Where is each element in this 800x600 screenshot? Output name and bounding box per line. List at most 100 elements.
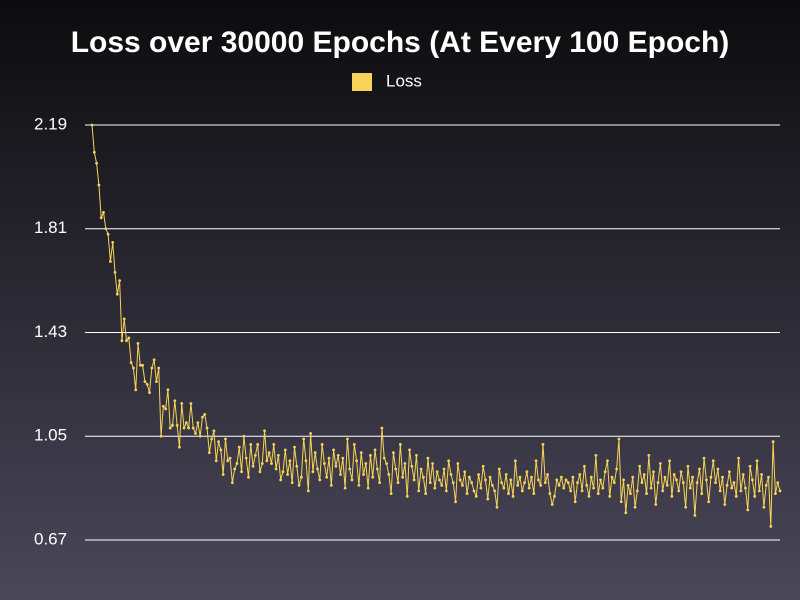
loss-point: [398, 443, 402, 446]
loss-point: [435, 470, 439, 474]
loss-point: [233, 467, 237, 471]
loss-point: [265, 459, 269, 463]
loss-point: [329, 483, 333, 487]
loss-point: [764, 483, 768, 487]
loss-point: [585, 483, 589, 487]
loss-point: [608, 494, 612, 498]
loss-point: [484, 478, 487, 482]
loss-point: [92, 150, 96, 154]
loss-point: [730, 486, 734, 490]
loss-point: [175, 423, 179, 427]
loss-point: [718, 489, 722, 493]
y-tick-label: 1.05: [34, 426, 67, 445]
chart-title: Loss over 30000 Epochs (At Every 100 Epo…: [71, 26, 730, 59]
loss-point: [757, 489, 761, 493]
loss-point: [652, 470, 655, 474]
loss-point: [640, 481, 644, 485]
loss-point: [739, 489, 743, 493]
loss-point: [221, 473, 225, 476]
loss-point: [649, 486, 653, 490]
loss-point: [187, 426, 191, 430]
loss-point: [203, 413, 207, 416]
loss-point: [525, 470, 529, 474]
loss-point: [394, 467, 398, 471]
loss-point: [270, 462, 273, 465]
loss-point: [219, 448, 223, 452]
loss-point: [378, 481, 382, 485]
loss-point: [562, 486, 566, 490]
loss-point: [375, 467, 379, 471]
loss-point: [97, 183, 101, 187]
loss-point: [771, 440, 775, 444]
loss-point: [732, 481, 736, 485]
loss-point: [511, 494, 515, 498]
loss-point: [576, 481, 579, 485]
y-tick-label: 0.67: [34, 529, 67, 548]
loss-point: [106, 232, 110, 236]
loss-point: [442, 467, 446, 471]
loss-point: [237, 445, 241, 449]
loss-point: [520, 489, 524, 493]
loss-point: [311, 470, 315, 474]
loss-point: [417, 489, 421, 493]
loss-point: [737, 456, 740, 460]
loss-point: [725, 483, 729, 487]
loss-point: [465, 492, 469, 495]
loss-point: [635, 489, 639, 493]
loss-point: [656, 481, 660, 485]
loss-point: [415, 453, 418, 457]
loss-point: [444, 489, 448, 493]
loss-point: [99, 216, 103, 220]
loss-point: [589, 475, 593, 479]
loss-point: [189, 402, 193, 405]
loss-point: [691, 475, 694, 479]
loss-point: [405, 494, 409, 498]
loss-point: [760, 473, 763, 476]
loss-point: [364, 462, 368, 465]
loss-point: [769, 524, 773, 528]
loss-point: [286, 473, 289, 476]
loss-point: [711, 459, 715, 463]
loss-point: [132, 366, 135, 370]
loss-point: [580, 489, 584, 493]
loss-point: [704, 478, 708, 482]
loss-point: [681, 481, 685, 485]
loss-point: [663, 475, 667, 479]
loss-point: [389, 492, 393, 495]
loss-point: [433, 486, 437, 490]
loss-point: [150, 366, 154, 370]
y-tick-label: 1.81: [34, 218, 67, 237]
loss-point: [709, 475, 713, 479]
loss-point: [299, 475, 303, 479]
loss-point: [256, 443, 260, 446]
loss-point: [481, 464, 485, 468]
loss-point: [210, 437, 214, 441]
loss-point: [226, 459, 230, 463]
loss-point: [371, 475, 375, 479]
loss-point: [438, 478, 441, 482]
loss-point: [523, 481, 526, 485]
loss-point: [601, 486, 605, 490]
loss-point: [228, 456, 232, 460]
loss-point: [670, 494, 674, 498]
loss-point: [141, 363, 145, 367]
loss-point: [357, 483, 361, 487]
loss-point: [695, 481, 699, 485]
loss-point: [727, 470, 731, 474]
loss-point: [518, 475, 522, 479]
loss-point: [603, 470, 607, 474]
loss-point: [504, 473, 508, 476]
loss-point: [306, 489, 310, 493]
loss-point: [260, 462, 264, 465]
loss-point: [716, 467, 720, 471]
loss-point: [343, 486, 347, 490]
loss-point: [500, 481, 503, 485]
loss-point: [247, 475, 250, 479]
loss-point: [362, 473, 365, 476]
loss-point: [244, 456, 248, 460]
loss-point: [350, 478, 354, 482]
loss-point: [251, 464, 255, 468]
loss-point: [184, 421, 188, 424]
loss-point: [424, 492, 428, 495]
